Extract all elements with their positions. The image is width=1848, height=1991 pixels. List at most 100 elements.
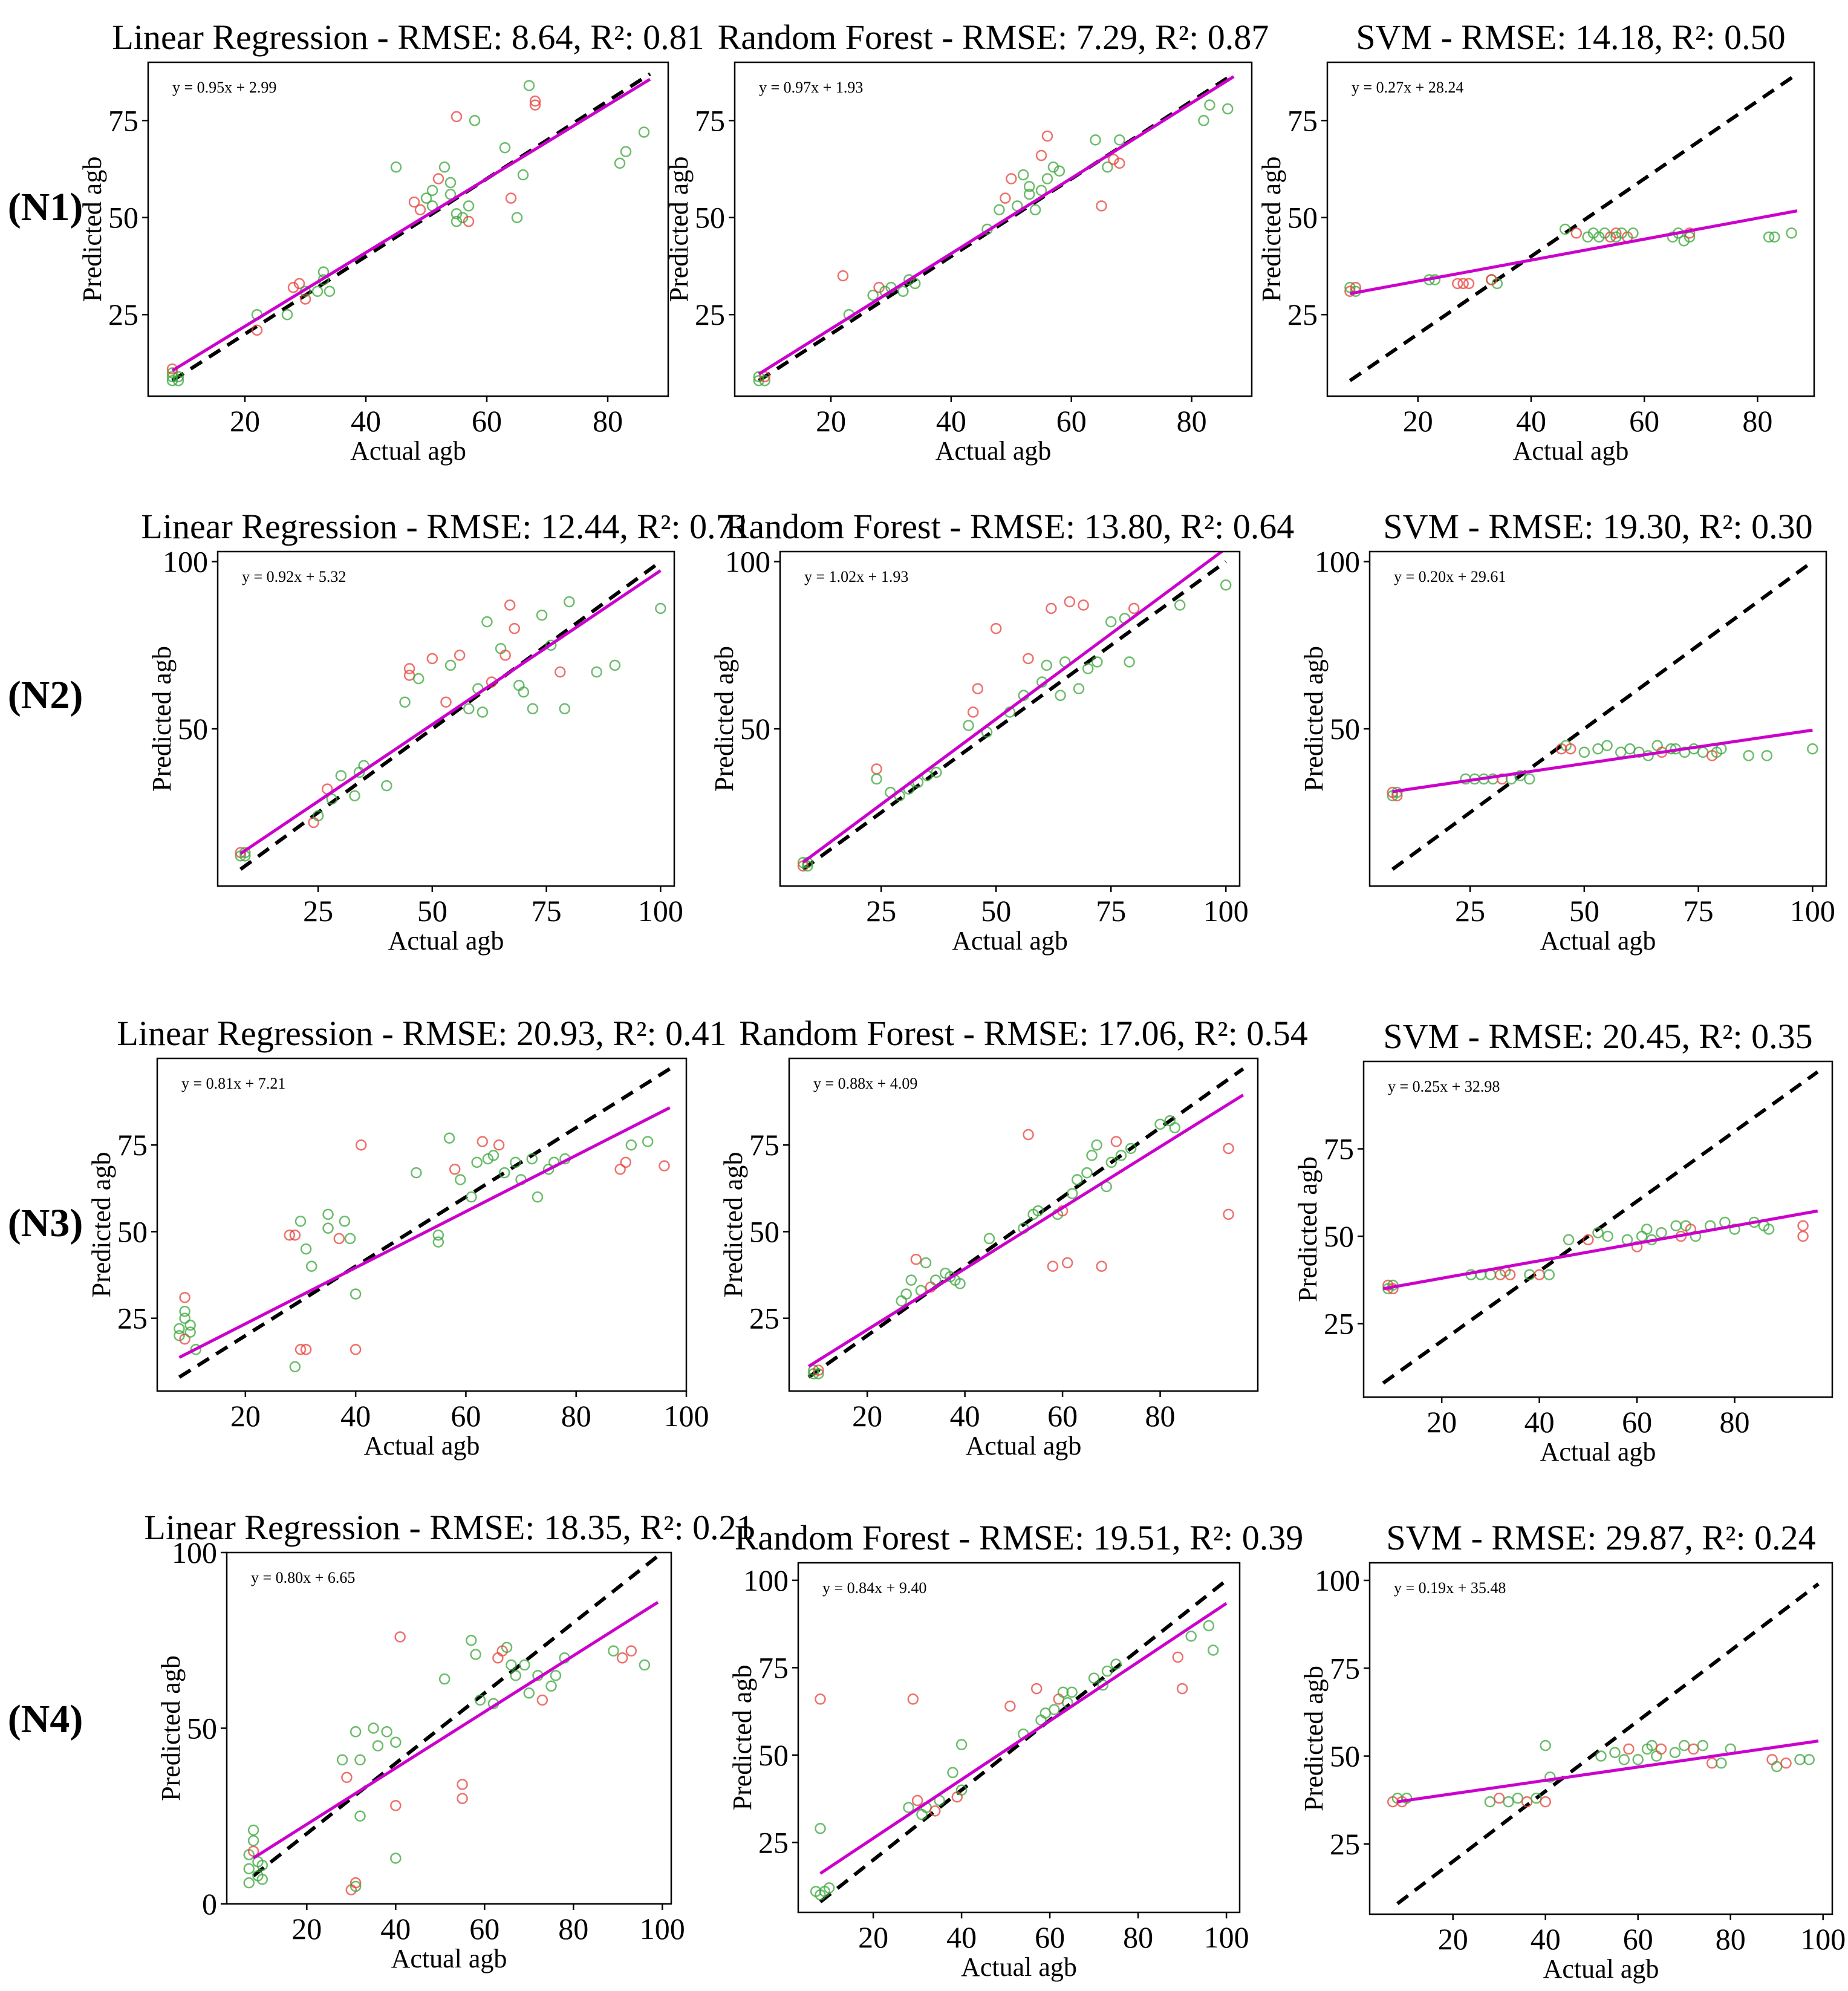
chart-10-test-point-45 <box>616 1652 628 1664</box>
chart-5-equation: y = 1.02x + 1.93 <box>804 568 908 585</box>
chart-5-test-point-33 <box>1128 602 1140 614</box>
chart-2-train-point-30 <box>1102 161 1113 173</box>
chart-7-train-point-40 <box>526 1153 538 1165</box>
chart-1-train-point-1 <box>166 371 178 383</box>
chart-3-train-point-21 <box>1616 227 1627 239</box>
chart-3-ylabel: Predicted agb <box>1257 157 1286 302</box>
chart-7-train-point-41 <box>532 1191 544 1203</box>
chart-9-train-point-13 <box>1563 1234 1575 1246</box>
chart-12-ylabel: Predicted agb <box>1299 1666 1329 1811</box>
chart-3-ytick-label-0: 25 <box>1287 298 1318 331</box>
chart-10-fit-line <box>252 1601 659 1860</box>
chart-11-panel: Random Forest - RMSE: 19.51, R²: 0.39 y =… <box>727 1518 1303 1982</box>
chart-1-train-point-27 <box>451 208 463 220</box>
chart-4-test-point-15 <box>403 663 415 674</box>
chart-9-ytick-label-2: 75 <box>1324 1132 1354 1166</box>
chart-6-train-point-19 <box>1624 743 1636 755</box>
chart-4-identity-line <box>239 560 662 871</box>
chart-7-train-point-15 <box>300 1243 312 1255</box>
chart-9-train-point-19 <box>1636 1230 1648 1242</box>
chart-5-train-point-21 <box>1041 659 1053 671</box>
chart-3-xlabel: Actual agb <box>1513 436 1629 466</box>
chart-5-xtick-label-3: 100 <box>1203 894 1249 928</box>
chart-10-train-point-38 <box>523 1687 535 1699</box>
chart-7-train-point-13 <box>294 1216 307 1227</box>
chart-11-test-point-19 <box>1030 1683 1043 1695</box>
chart-10-train-point-15 <box>350 1726 362 1738</box>
chart-11-ytick-label-2: 75 <box>758 1650 789 1684</box>
chart-10-train-point-30 <box>474 1694 486 1706</box>
chart-12-test-point-5 <box>1493 1793 1505 1804</box>
chart-1-xtick-label-0: 20 <box>230 404 260 438</box>
chart-10-test-point-46 <box>625 1645 637 1657</box>
chart-5-xtick-label-2: 75 <box>1096 894 1126 928</box>
chart-8-plot-area <box>807 1067 1244 1380</box>
chart-10-train-point-20 <box>381 1726 392 1738</box>
chart-11-ylabel: Predicted agb <box>727 1665 757 1811</box>
chart-10-test-point-40 <box>536 1694 548 1706</box>
chart-3-train-point-15 <box>1587 227 1599 239</box>
chart-7-train-point-0 <box>174 1330 185 1341</box>
chart-4-train-point-33 <box>536 609 548 621</box>
chart-2-train-point-14 <box>994 204 1005 216</box>
chart-11-train-point-30 <box>1110 1658 1122 1670</box>
chart-5-frame <box>779 550 1241 887</box>
chart-12-test-point-31 <box>1780 1757 1792 1769</box>
chart-1-train-point-26 <box>444 188 457 200</box>
chart-5-test-point-13 <box>967 706 979 718</box>
chart-7-train-point-31 <box>466 1191 477 1203</box>
chart-6-train-point-34 <box>1807 743 1818 755</box>
chart-7-train-point-25 <box>411 1167 422 1179</box>
chart-11-xtick-label-4: 100 <box>1204 1920 1249 1954</box>
chart-8-train-point-5 <box>900 1288 912 1300</box>
chart-10-xtick-label-2: 60 <box>469 1912 499 1946</box>
chart-12-test-point-29 <box>1766 1754 1778 1765</box>
chart-8-test-point-40 <box>1223 1208 1234 1220</box>
chart-4-ytick-label-0: 50 <box>178 712 208 746</box>
chart-7-train-point-18 <box>322 1208 334 1220</box>
chart-10-train-point-0 <box>243 1877 255 1889</box>
chart-4-test-point-17 <box>426 653 438 665</box>
chart-6-identity-line <box>1391 560 1814 871</box>
chart-5-ytick-label-0: 50 <box>740 712 770 746</box>
chart-1-train-point-22 <box>426 184 438 197</box>
chart-7-test-point-19 <box>333 1233 345 1245</box>
chart-10-panel: Linear Regression - RMSE: 18.35, R²: 0.2… <box>144 1508 753 1973</box>
chart-7-xtick-label-1: 40 <box>340 1399 371 1433</box>
chart-12-equation: y = 0.19x + 35.48 <box>1394 1579 1506 1597</box>
chart-7-train-point-6 <box>184 1326 196 1338</box>
chart-4-test-point-35 <box>555 666 566 678</box>
chart-2-ytick-label-0: 25 <box>695 298 725 331</box>
chart-11-train-point-35 <box>1207 1644 1219 1656</box>
chart-5-train-point-34 <box>1174 599 1186 611</box>
chart-4-train-point-13 <box>399 696 411 708</box>
chart-8-xlabel: Actual agb <box>966 1431 1082 1461</box>
chart-1-train-point-17 <box>390 161 402 173</box>
chart-9-ylabel: Predicted agb <box>1293 1156 1323 1302</box>
chart-11-train-point-15 <box>955 1784 968 1796</box>
chart-10-xtick-label-1: 40 <box>380 1912 411 1946</box>
chart-9-identity-line <box>1382 1070 1819 1385</box>
chart-1-train-point-33 <box>469 115 481 126</box>
chart-11-test-point-4 <box>815 1693 826 1705</box>
chart-1-panel: Linear Regression - RMSE: 8.64, R²: 0.81… <box>77 18 704 466</box>
chart-1-xtick-label-1: 40 <box>351 404 381 438</box>
chart-12-test-point-11 <box>1540 1796 1551 1808</box>
chart-4-xtick-label-0: 25 <box>303 894 333 928</box>
chart-9-test-point-35 <box>1797 1230 1809 1242</box>
chart-9-train-point-15 <box>1592 1227 1604 1239</box>
chart-3-train-point-14 <box>1582 231 1593 243</box>
chart-10-train-point-28 <box>466 1635 477 1646</box>
chart-2-train-point-12 <box>909 278 921 290</box>
chart-4-train-point-39 <box>609 659 621 671</box>
chart-6-xtick-label-2: 75 <box>1684 894 1714 928</box>
chart-6-fit-line <box>1392 728 1813 793</box>
chart-11-train-point-26 <box>1066 1686 1078 1698</box>
chart-8-test-point-7 <box>910 1254 922 1265</box>
chart-12-test-point-24 <box>1688 1743 1699 1755</box>
chart-8-train-point-28 <box>1086 1150 1098 1161</box>
chart-1-test-point-35 <box>505 192 517 204</box>
chart-10-ytick-label-1: 50 <box>187 1712 217 1745</box>
chart-12-test-point-16 <box>1623 1743 1635 1755</box>
chart-7-train-point-7 <box>184 1319 196 1331</box>
